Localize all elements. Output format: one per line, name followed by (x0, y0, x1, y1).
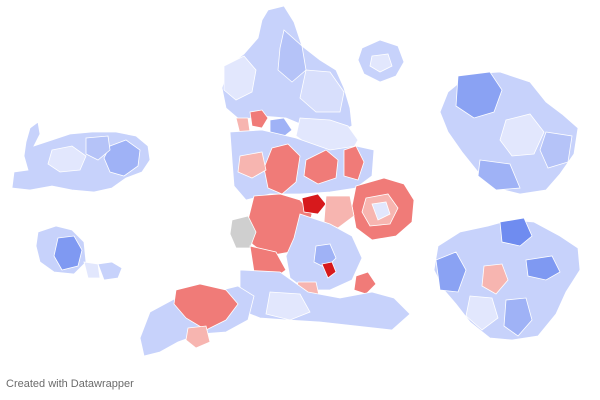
north-east-inset-region[interactable] (477, 159, 521, 191)
england-region[interactable] (323, 195, 355, 229)
england-region[interactable] (321, 261, 337, 279)
anglesey-region[interactable] (97, 261, 123, 281)
london-inset-region[interactable] (435, 251, 467, 293)
england-region[interactable] (263, 143, 301, 195)
london-inset-region[interactable] (525, 255, 561, 281)
london-inset-region[interactable] (499, 217, 533, 247)
wales-region[interactable] (85, 135, 111, 161)
anglesey-region[interactable] (83, 261, 101, 279)
england-region[interactable] (223, 55, 257, 101)
england-region[interactable] (343, 145, 365, 181)
anglesey-area (35, 225, 123, 281)
england-region[interactable] (185, 325, 211, 349)
anglesey-region[interactable] (53, 235, 83, 271)
north-east-inset-region[interactable] (455, 71, 503, 119)
england-region[interactable] (173, 283, 239, 331)
england-region[interactable] (249, 109, 269, 129)
england-region[interactable] (299, 69, 345, 113)
map-credit: Created with Datawrapper (6, 378, 134, 390)
wales-region[interactable] (103, 139, 141, 177)
london-inset-area (433, 217, 581, 341)
england-region[interactable] (371, 201, 391, 221)
london-inset-region[interactable] (481, 263, 509, 295)
england-region[interactable] (237, 151, 267, 179)
england-region[interactable] (265, 291, 311, 321)
north-east-inset-area (439, 71, 579, 195)
london-inset-region[interactable] (465, 295, 499, 331)
england-region[interactable] (277, 29, 307, 83)
north-east-inset-region[interactable] (499, 113, 545, 157)
london-inset-region[interactable] (503, 297, 533, 337)
small-inset-area (357, 39, 405, 83)
england-region[interactable] (303, 149, 339, 185)
north-east-inset-region[interactable] (539, 131, 573, 169)
wales-area (11, 121, 151, 193)
england-area (139, 5, 415, 357)
wales-region[interactable] (47, 145, 87, 173)
england-region[interactable] (301, 193, 327, 215)
small-inset-region[interactable] (369, 53, 393, 73)
england-region[interactable] (353, 271, 377, 295)
